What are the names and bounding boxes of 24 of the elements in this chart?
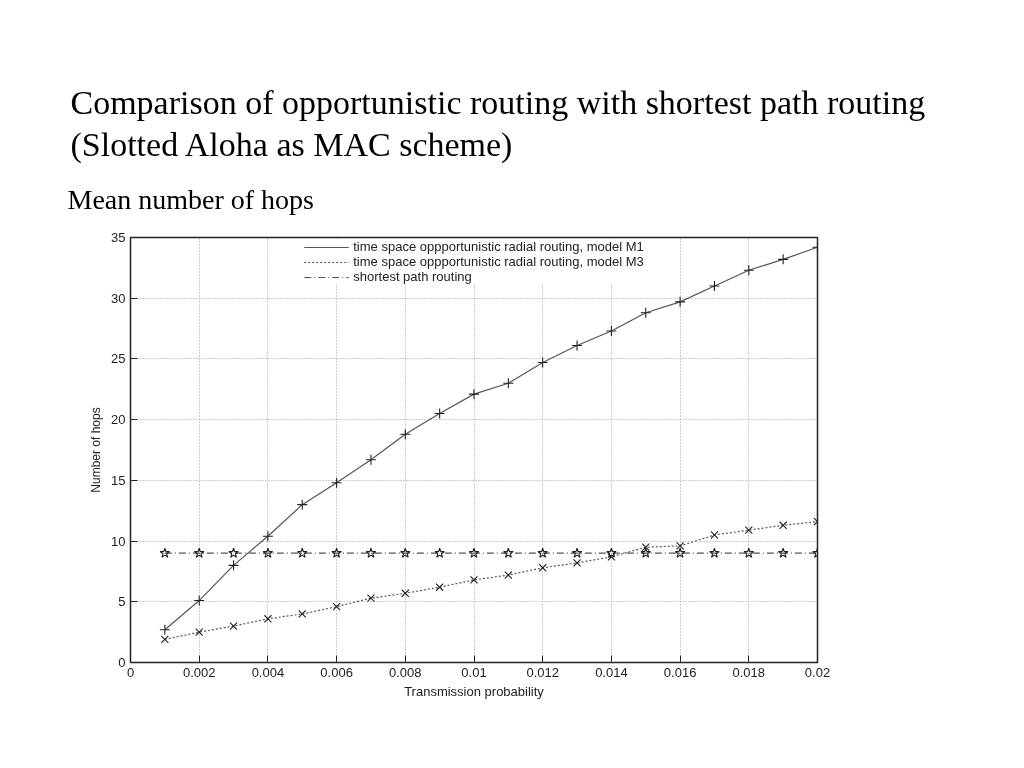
x-tick-label: 0.01 xyxy=(461,664,487,680)
y-tick-label: 10 xyxy=(111,533,126,549)
x-tick-label: 0.002 xyxy=(182,664,216,680)
x-tick-label: 0.004 xyxy=(251,664,285,680)
y-tick-label: 20 xyxy=(111,412,126,428)
y-tick-label: 5 xyxy=(118,594,126,610)
x-tick-label: 0.018 xyxy=(732,664,766,680)
legend-label: time space oppportunistic radial routing, model M3 xyxy=(353,254,644,269)
legend-label: shortest path routing xyxy=(353,269,472,284)
x-tick-label: 0.008 xyxy=(389,664,422,680)
y-tick-label: 15 xyxy=(111,472,126,488)
x-tick-label: 0.012 xyxy=(526,664,559,680)
x-tick-label: 0.014 xyxy=(595,664,628,680)
x-tick-label: 0.016 xyxy=(663,664,697,680)
x-axis-title: Transmission probability xyxy=(404,683,545,699)
chart-subtitle: Mean number of hops xyxy=(67,183,315,215)
x-tick-label: 0.02 xyxy=(804,664,831,680)
x-tick-label: 0.006 xyxy=(320,664,353,680)
y-tick-label: 35 xyxy=(111,230,126,245)
y-tick-label: 30 xyxy=(111,290,126,306)
y-tick-label: 25 xyxy=(111,351,126,367)
chart-title: Comparison of opportunistic routing with shortest path routing (Slotted Aloha as MAC scheme) xyxy=(70,83,926,165)
legend-label: time space oppportunistic radial routing, model M1 xyxy=(353,239,644,254)
y-axis-title: Number of hops xyxy=(89,407,104,493)
